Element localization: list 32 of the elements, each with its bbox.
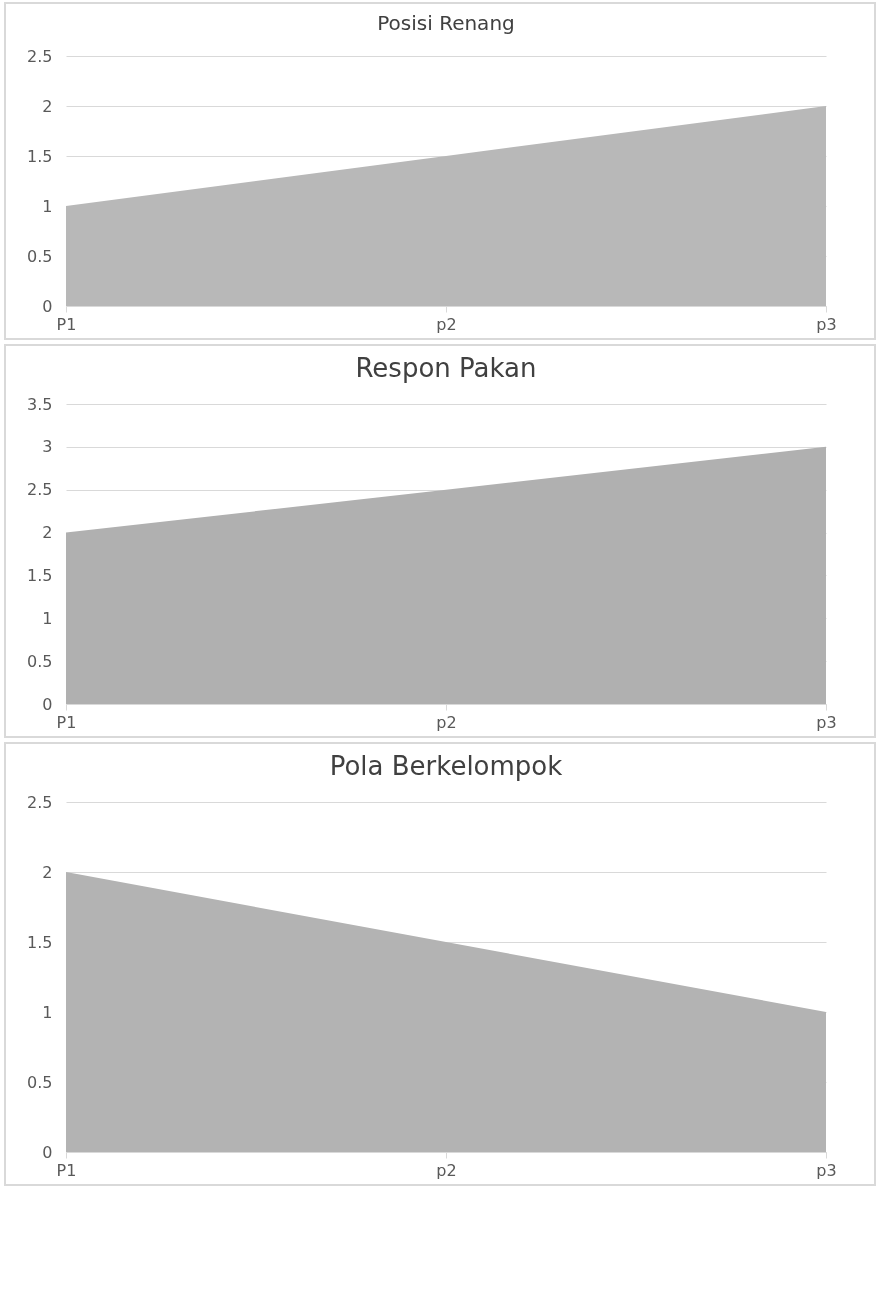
y-tick-label: 2 — [42, 96, 53, 116]
x-tick-label: p2 — [436, 712, 457, 732]
chart-title: Pola Berkelompok — [329, 751, 563, 781]
y-tick-label: 3.5 — [27, 394, 53, 414]
y-tick-label: 2 — [42, 862, 53, 882]
y-tick-label: 1 — [42, 196, 53, 216]
y-tick-label: 0 — [42, 694, 53, 714]
x-tick-label: p3 — [816, 314, 837, 334]
y-tick-label: 2.5 — [27, 792, 53, 812]
y-tick-label: 0.5 — [27, 1072, 53, 1092]
x-tick-label: p3 — [816, 712, 837, 732]
y-tick-label: 0.5 — [27, 651, 53, 671]
y-tick-label: 0.5 — [27, 246, 53, 266]
x-tick-label: P1 — [56, 1160, 77, 1180]
x-tick-label: p3 — [816, 1160, 837, 1180]
y-tick-label: 0 — [42, 1142, 53, 1162]
y-tick-label: 1.5 — [27, 932, 53, 952]
chart-title: Posisi Renang — [377, 11, 515, 35]
x-tick-label: P1 — [56, 712, 77, 732]
y-tick-label: 1.5 — [27, 565, 53, 585]
y-tick-label: 2 — [42, 523, 53, 543]
y-tick-label: 0 — [42, 296, 53, 316]
x-tick-label: p2 — [436, 1160, 457, 1180]
y-tick-label: 2.5 — [27, 480, 53, 500]
chart-title: Respon Pakan — [355, 353, 537, 383]
x-tick-label: P1 — [56, 314, 77, 334]
y-tick-label: 1 — [42, 1002, 53, 1022]
y-tick-label: 1.5 — [27, 146, 53, 166]
y-tick-label: 3 — [42, 437, 53, 457]
y-tick-label: 2.5 — [27, 46, 53, 66]
y-tick-label: 1 — [42, 608, 53, 628]
x-tick-label: p2 — [436, 314, 457, 334]
